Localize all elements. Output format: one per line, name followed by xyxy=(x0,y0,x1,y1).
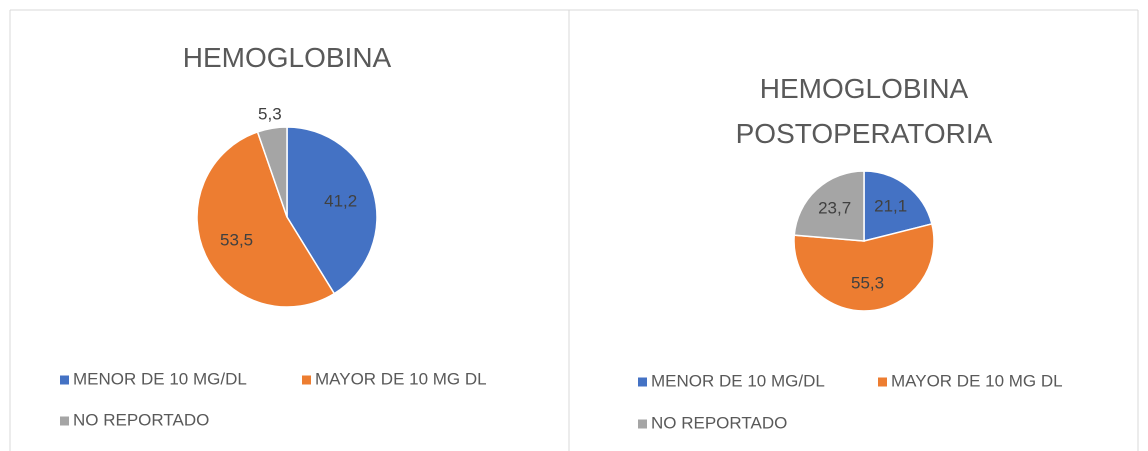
legend-swatch xyxy=(302,375,311,385)
pie-slice xyxy=(863,170,933,242)
data-label: 21,1 xyxy=(874,196,907,215)
legend-swatch xyxy=(638,377,647,387)
data-label: 23,7 xyxy=(818,199,851,218)
pie-slice xyxy=(256,126,288,218)
pie-slice xyxy=(286,126,378,295)
legend-label: MAYOR DE 10 MG DL xyxy=(891,371,1063,390)
data-label: 41,2 xyxy=(324,191,357,210)
chart-title: HEMOGLOBINA xyxy=(182,42,392,73)
data-label: 55,3 xyxy=(851,274,884,293)
data-label: 5,3 xyxy=(258,104,282,123)
pie-slice xyxy=(196,130,336,308)
data-label: 53,5 xyxy=(220,230,253,249)
legend-label: NO REPORTADO xyxy=(651,413,787,432)
legend-swatch xyxy=(878,377,887,387)
legend-label: MAYOR DE 10 MG DL xyxy=(315,369,487,388)
legend-label: MENOR DE 10 MG/DL xyxy=(651,371,825,390)
legend-swatch xyxy=(638,419,647,429)
pie-slice xyxy=(793,223,935,312)
chart-title: HEMOGLOBINA POSTOPERATORIA xyxy=(735,73,993,149)
pie-slice xyxy=(793,170,865,242)
legend-swatch xyxy=(60,375,69,385)
legend-label: MENOR DE 10 MG/DL xyxy=(73,369,247,388)
legend-swatch xyxy=(60,416,69,426)
legend-label: NO REPORTADO xyxy=(73,410,209,429)
